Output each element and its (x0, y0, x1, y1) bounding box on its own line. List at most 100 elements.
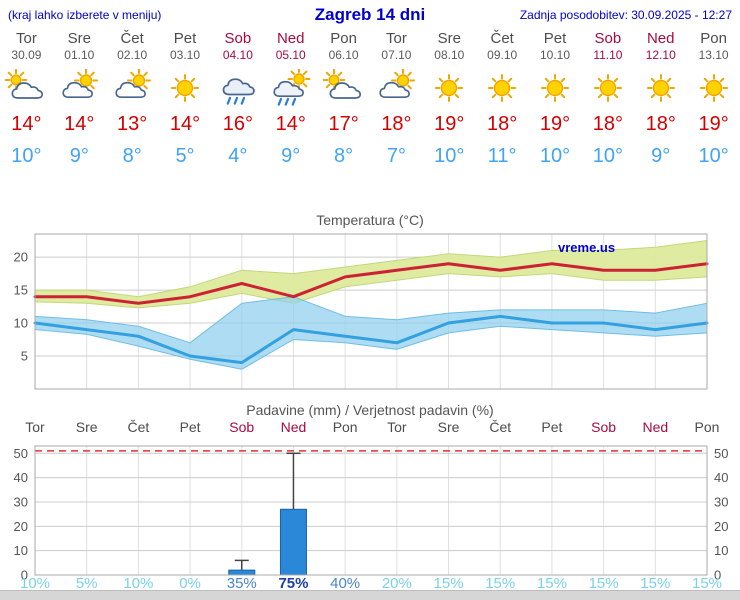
day-date: 02.10 (117, 48, 148, 63)
day-high-temp: 14° (169, 113, 201, 136)
forecast-day-column: Pon 13.10 19° 10° (687, 30, 740, 168)
day-date: 04.10 (222, 48, 253, 63)
forecast-day-column: Ned 12.10 18° 9° (634, 30, 687, 168)
precip-probability-label: 75% (278, 575, 308, 592)
precip-day-label: Čet (489, 419, 511, 435)
day-name: Čet (490, 30, 514, 47)
precip-probability-label: 15% (485, 575, 515, 592)
precip-y-tick-right: 30 (714, 494, 728, 509)
rain-icon (211, 67, 264, 109)
day-low-temp: 9° (651, 145, 671, 168)
forecast-day-column: Čet 09.10 18° 11° (476, 30, 529, 168)
day-high-temp: 14° (64, 113, 95, 136)
forecast-day-column: Pet 10.10 19° 10° (529, 30, 582, 168)
day-low-temp: 8° (122, 145, 142, 168)
precip-y-tick-right: 50 (714, 446, 728, 461)
day-date: 12.10 (645, 48, 676, 63)
day-name: Sre (437, 30, 461, 47)
temp-y-tick-label: 15 (14, 283, 28, 298)
precip-y-tick-left: 0 (21, 568, 28, 583)
precip-y-tick-right: 20 (714, 519, 728, 534)
precip-day-label: Pon (333, 419, 358, 435)
precip-day-label: Tor (387, 419, 407, 435)
day-low-temp: 5° (175, 145, 195, 168)
temp-y-tick-label: 5 (21, 349, 28, 364)
mostly-cloudy-icon (317, 67, 370, 109)
temperature-chart: 5 10 15 20 vreme.us (14, 233, 709, 390)
day-high-temp: 19° (539, 113, 571, 136)
day-high-temp: 14° (275, 113, 306, 136)
page-title: Zagreb 14 dni (314, 5, 426, 24)
day-high-temp: 19° (434, 113, 465, 136)
precip-day-label: Ned (642, 419, 668, 435)
bottom-scrollbar[interactable] (0, 590, 740, 600)
day-high-temp: 13° (117, 113, 148, 136)
day-low-temp: 4° (228, 145, 248, 168)
precip-probability-label: 40% (330, 575, 360, 592)
precip-probability-label: 15% (537, 575, 567, 592)
day-high-temp: 17° (328, 113, 359, 136)
partly-cloudy-icon (370, 67, 423, 109)
day-low-temp: 8° (334, 145, 354, 168)
day-date: 05.10 (275, 48, 306, 63)
rain-sun-icon (264, 67, 317, 109)
day-name: Tor (386, 30, 407, 47)
last-updated-text: Zadnja posodobitev: 30.09.2025 - 12:27 (519, 8, 732, 22)
day-name: Čet (120, 30, 144, 47)
day-low-temp: 10° (539, 145, 571, 168)
day-low-temp: 7° (386, 145, 406, 168)
day-high-temp: 18° (487, 113, 518, 136)
precip-y-tick-left: 40 (14, 470, 28, 485)
forecast-day-column: Tor 30.09 14° 10° (0, 30, 53, 168)
day-high-temp: 16° (222, 113, 253, 136)
day-high-temp: 19° (698, 113, 729, 136)
day-low-temp: 10° (434, 145, 465, 168)
day-low-temp: 10° (11, 145, 42, 168)
temperature-chart-title: Temperatura (°C) (316, 212, 424, 228)
day-date: 10.10 (540, 48, 571, 63)
precip-day-label: Sob (591, 419, 616, 435)
sunny-icon (529, 67, 582, 109)
precip-probability-label: 0% (179, 575, 201, 592)
precip-y-tick-left: 10 (14, 543, 28, 558)
precip-probability-label: 20% (382, 575, 412, 592)
day-date: 07.10 (381, 48, 412, 63)
precip-probability-label: 15% (589, 575, 619, 592)
precip-probability-label: 35% (227, 575, 257, 592)
precip-day-label: Ned (281, 419, 307, 435)
day-name: Ned (646, 30, 675, 47)
header: (kraj lahko izberete v meniju) Zagreb 14… (0, 4, 740, 28)
sunny-icon (634, 67, 687, 109)
precipitation-chart-title: Padavine (mm) / Verjetnost padavin (%) (246, 402, 494, 418)
temp-min-line (33, 314, 709, 365)
forecast-day-column: Pet 03.10 14° 5° (159, 30, 212, 168)
temp-max-line (33, 262, 709, 305)
day-name: Pet (173, 30, 197, 47)
location-menu-hint: (kraj lahko izberete v meniju) (8, 8, 162, 22)
precipitation-chart: Tor Sre Čet Pet Sob Ned Pon Tor Sre Čet Pet Sob Ned P… (14, 419, 729, 592)
day-low-temp: 11° (487, 145, 517, 168)
sunny-icon (476, 67, 529, 109)
precip-day-label: Tor (25, 419, 45, 435)
day-date: 06.10 (328, 48, 359, 63)
forecast-days-row: Tor 30.09 14° 10° Sre 01.10 14° 9° Čet 02.10 13° 8°… (0, 30, 740, 168)
precip-day-label: Sre (76, 419, 98, 435)
forecast-day-column: Sre 08.10 19° 10° (423, 30, 476, 168)
mostly-cloudy-icon (0, 67, 53, 109)
precip-day-label: Pet (541, 419, 562, 435)
precip-probability-label: 10% (123, 575, 153, 592)
day-high-temp: 18° (592, 113, 623, 136)
day-high-temp: 18° (381, 113, 412, 136)
precip-bar (279, 508, 307, 576)
day-low-temp: 9° (281, 145, 301, 168)
temp-y-tick-label: 10 (14, 316, 28, 331)
precip-day-label: Čet (127, 419, 149, 435)
precip-y-tick-right: 10 (714, 543, 728, 558)
watermark-text: vreme.us (558, 240, 615, 255)
day-date: 03.10 (169, 48, 201, 63)
partly-cloudy-icon (53, 67, 106, 109)
precip-probability-label: 15% (434, 575, 464, 592)
day-date: 30.09 (11, 48, 42, 63)
sunny-icon (687, 67, 740, 109)
